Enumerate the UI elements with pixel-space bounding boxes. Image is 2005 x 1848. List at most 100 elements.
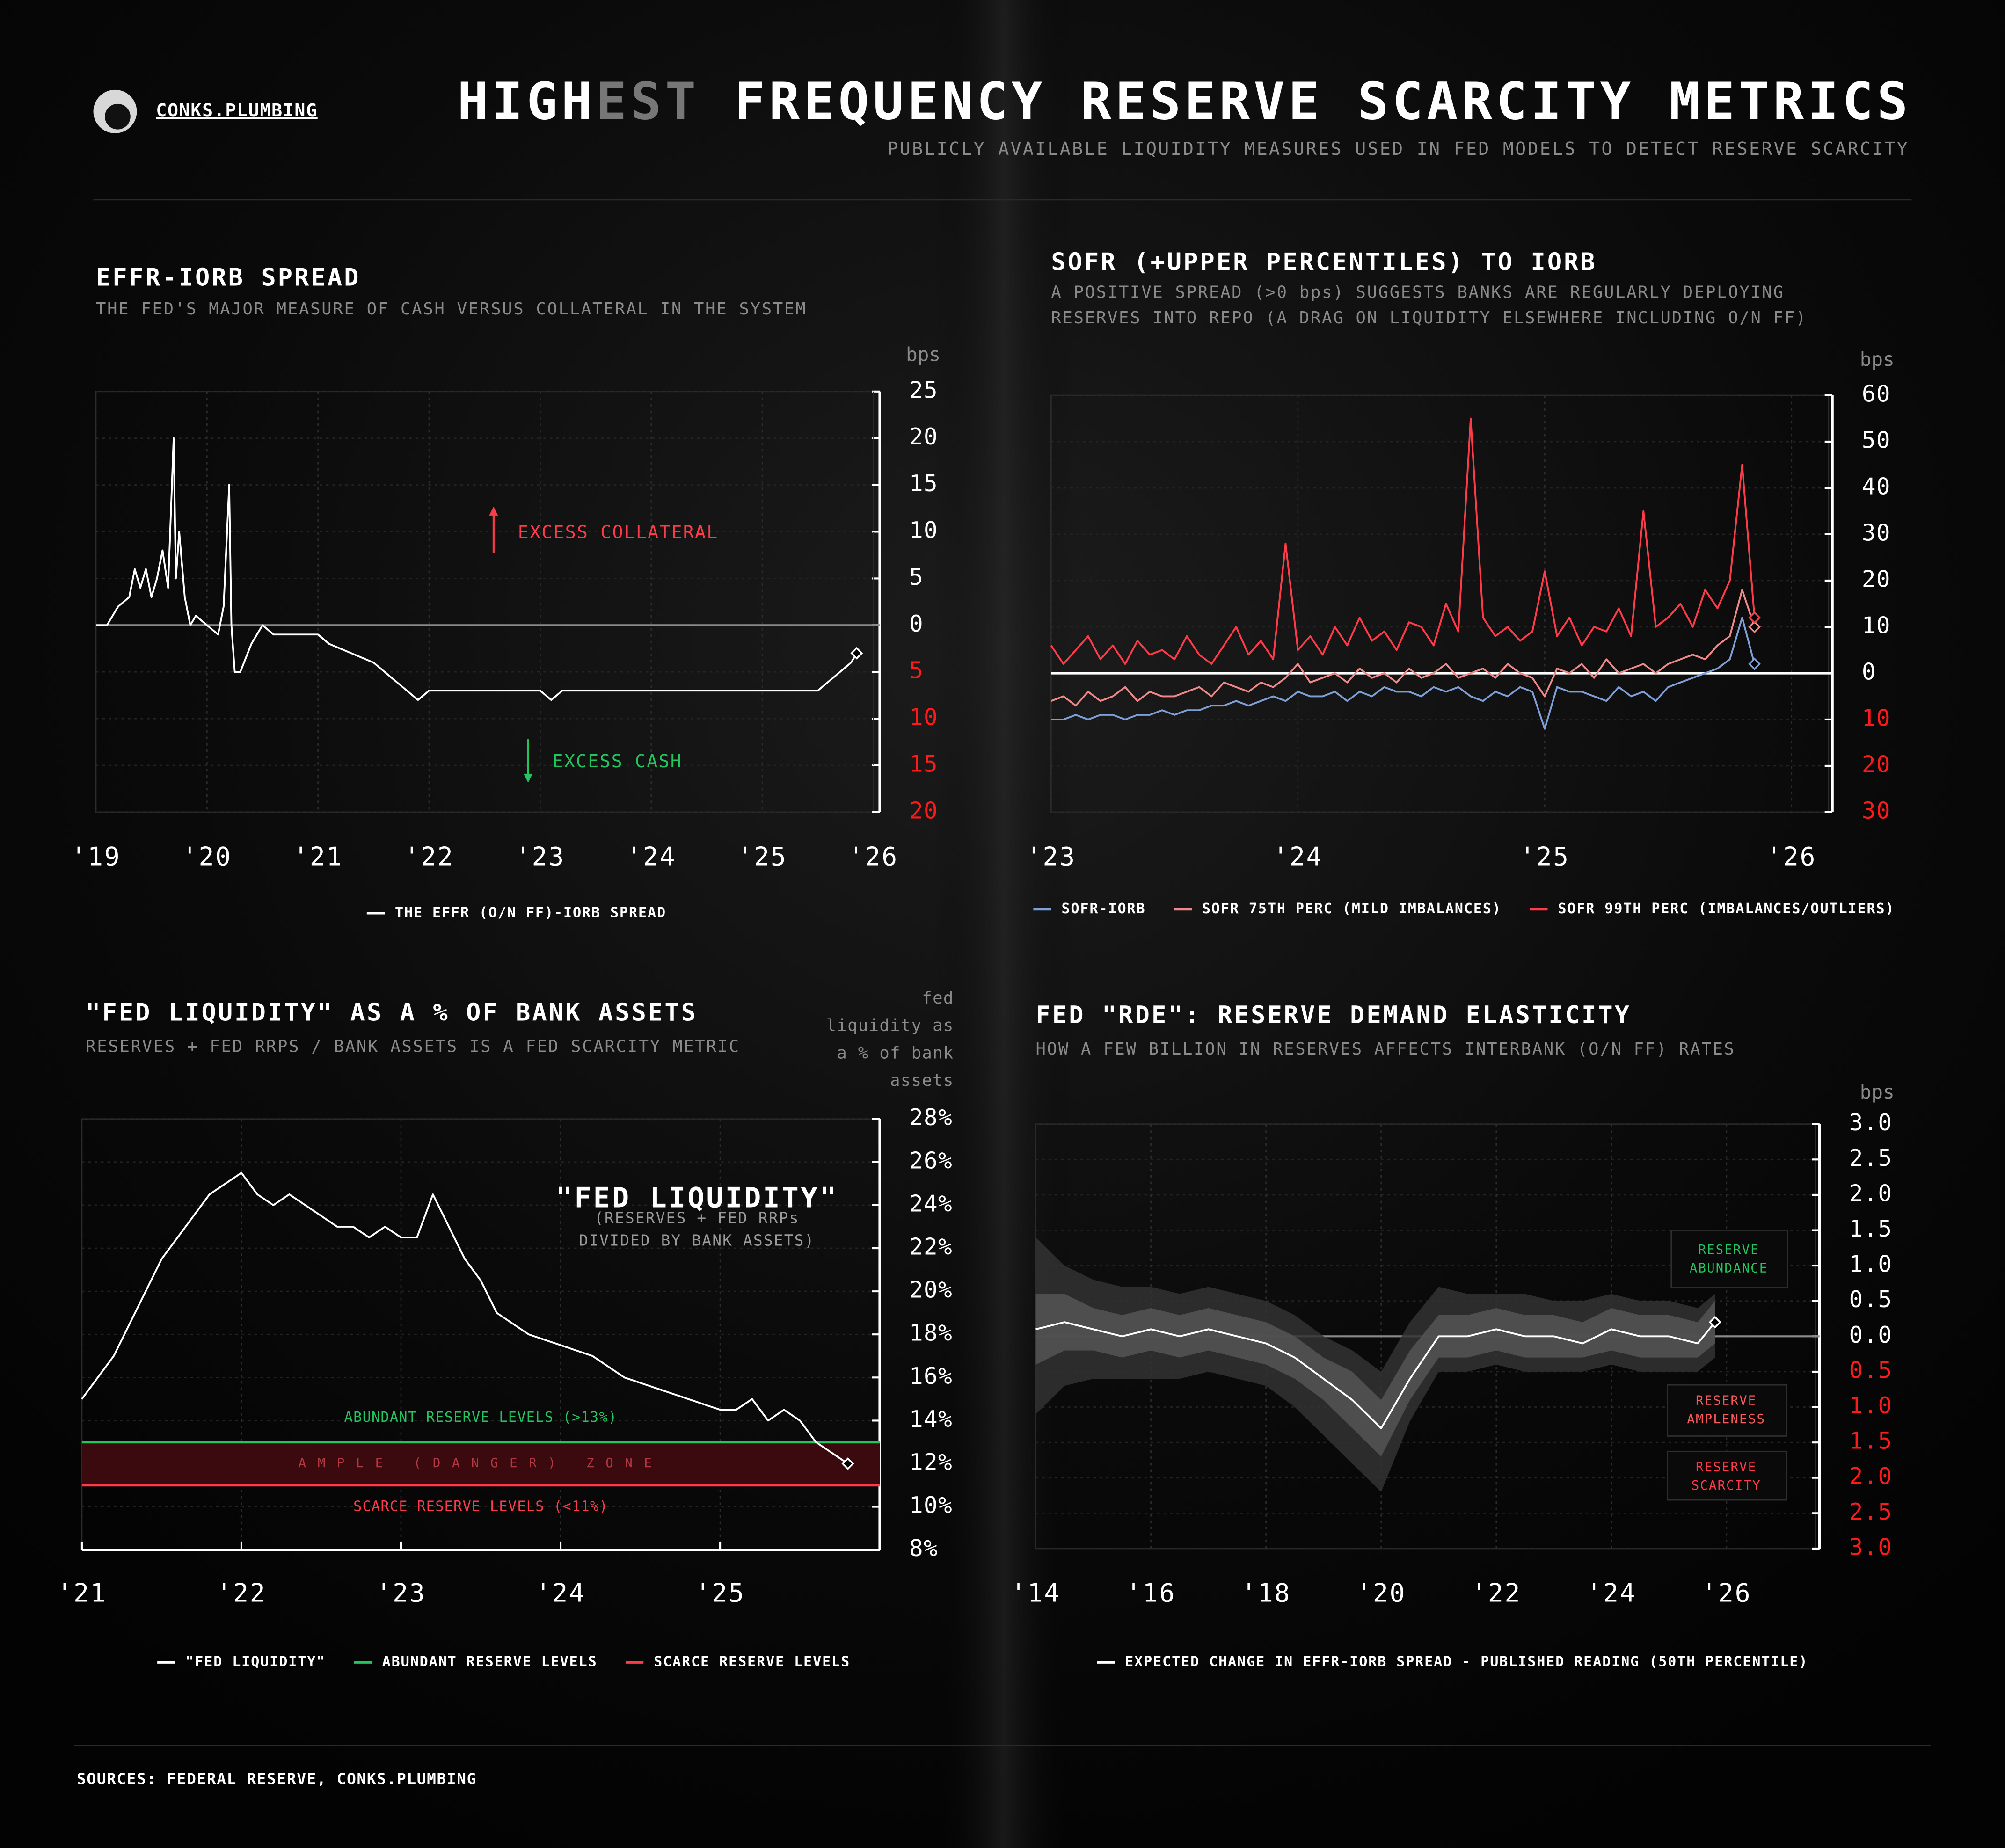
- end-marker: [1748, 657, 1761, 670]
- y-tick-label: 16%: [909, 1362, 953, 1390]
- annotation: DIVIDED BY BANK ASSETS): [579, 1231, 815, 1249]
- annotation: RESERVE: [1696, 1394, 1757, 1408]
- danger-zone: [81, 1442, 880, 1485]
- chart-subtitle: RESERVES INTO REPO (A DRAG ON LIQUIDITY …: [1051, 308, 1807, 327]
- y-axis-label: fed: [922, 989, 954, 1008]
- x-tick-label: '23: [376, 1578, 426, 1608]
- annotation: (RESERVES + FED RRPs: [594, 1209, 799, 1227]
- legend-label: "FED LIQUIDITY": [185, 1654, 326, 1670]
- annotation: "FED LIQUIDITY": [555, 1182, 838, 1215]
- end-marker: [1748, 611, 1761, 624]
- x-tick-label: '23: [1026, 841, 1076, 871]
- title-part: EST: [596, 72, 700, 131]
- y-tick-label: 2.0: [1849, 1179, 1893, 1207]
- x-tick-label: '20: [182, 841, 232, 871]
- plot-frame: [1050, 394, 1830, 813]
- y-tick-label: 2.5: [1849, 1498, 1893, 1525]
- y-tick-label: 60: [1862, 380, 1891, 407]
- y-tick-label: 5: [909, 657, 924, 684]
- y-tick-label: 3.0: [1849, 1533, 1893, 1560]
- annotation-box: [1670, 1230, 1788, 1288]
- y-tick-label: 1.5: [1849, 1427, 1893, 1455]
- y-tick-label: 8%: [909, 1535, 938, 1562]
- annotation: SCARCITY: [1691, 1478, 1761, 1493]
- y-tick-label: 24%: [909, 1190, 953, 1217]
- y-tick-label: 30: [1862, 519, 1891, 546]
- x-tick-label: '26: [848, 841, 898, 871]
- x-tick-label: '21: [293, 841, 343, 871]
- annotation: EXCESS COLLATERAL: [518, 522, 719, 543]
- x-tick-label: '14: [1011, 1578, 1061, 1608]
- annotation: RESERVE: [1696, 1460, 1757, 1475]
- legend-label: SOFR 75TH PERC (MILD IMBALANCES): [1202, 901, 1502, 917]
- annotation: AMPLENESS: [1687, 1412, 1765, 1426]
- y-tick-label: 0: [909, 610, 924, 637]
- x-tick-label: '20: [1356, 1578, 1406, 1608]
- reference-label: ABUNDANT RESERVE LEVELS (>13%): [344, 1409, 618, 1426]
- x-tick-label: '24: [1586, 1578, 1636, 1608]
- y-tick-label: 40: [1862, 473, 1891, 500]
- y-tick-label: 0.5: [1849, 1286, 1893, 1313]
- logo-face: [105, 103, 131, 130]
- legend-label: SCARCE RESERVE LEVELS: [654, 1654, 850, 1670]
- y-tick-label: 10: [909, 517, 938, 544]
- end-marker: [1708, 1316, 1721, 1329]
- chart-subtitle: THE FED'S MAJOR MEASURE OF CASH VERSUS C…: [96, 299, 807, 319]
- end-marker: [1748, 620, 1761, 633]
- title-part: FREQUENCY RESERVE SCARCITY METRICS: [700, 72, 1911, 131]
- legend-label: THE EFFR (O/N FF)-IORB SPREAD: [395, 904, 666, 921]
- y-tick-label: 10: [1862, 704, 1891, 731]
- y-tick-label: 0.5: [1849, 1356, 1893, 1383]
- y-tick-label: 2.0: [1849, 1462, 1893, 1490]
- y-tick-label: 26%: [909, 1147, 953, 1174]
- legend-label: ABUNDANT RESERVE LEVELS: [382, 1654, 598, 1670]
- chart-subtitle: HOW A FEW BILLION IN RESERVES AFFECTS IN…: [1036, 1040, 1735, 1059]
- x-tick-label: '26: [1701, 1578, 1751, 1608]
- x-tick-label: '22: [404, 841, 454, 871]
- y-tick-label: 0: [1862, 658, 1876, 685]
- x-tick-label: '19: [71, 841, 121, 871]
- x-tick-label: '24: [536, 1578, 586, 1608]
- y-tick-label: 5: [909, 563, 924, 590]
- y-tick-label: 1.0: [1849, 1251, 1893, 1278]
- x-tick-label: '23: [515, 841, 565, 871]
- y-tick-label: 1.5: [1849, 1215, 1893, 1242]
- chart: EFFR-IORB SPREAD THE FED'S MAJOR MEASURE …: [71, 263, 941, 921]
- chart: FED "RDE": RESERVE DEMAND ELASTICITY HOW …: [1011, 1001, 1895, 1670]
- y-tick-label: 1.0: [1849, 1392, 1893, 1419]
- y-tick-label: 15: [909, 470, 938, 497]
- y-tick-label: 2.5: [1849, 1144, 1893, 1171]
- series-line: [1035, 1321, 1716, 1429]
- series-line: [1051, 617, 1756, 730]
- x-tick-label: '25: [1520, 841, 1570, 871]
- y-tick-label: 25: [909, 376, 938, 403]
- zone-label: AMPLE (DANGER) ZONE: [299, 1456, 663, 1470]
- y-tick-label: 50: [1862, 426, 1891, 453]
- annotation-box: [1667, 1450, 1787, 1501]
- y-axis-label: bps: [1860, 1081, 1895, 1103]
- chart-subtitle: RESERVES + FED RRPS / BANK ASSETS IS A F…: [86, 1037, 740, 1056]
- x-tick-label: '26: [1766, 841, 1816, 871]
- y-axis-label: assets: [890, 1071, 954, 1090]
- y-tick-label: 12%: [909, 1448, 953, 1476]
- sources: SOURCES: FEDERAL RESERVE, CONKS.PLUMBING: [77, 1770, 477, 1788]
- y-tick-label: 20: [1862, 565, 1891, 592]
- chart-title: FED "RDE": RESERVE DEMAND ELASTICITY: [1036, 1001, 1632, 1029]
- y-tick-label: 20: [909, 423, 938, 450]
- brand: CONKS.PLUMBING: [156, 100, 317, 121]
- legend-label: SOFR 99TH PERC (IMBALANCES/OUTLIERS): [1558, 901, 1895, 917]
- y-tick-label: 22%: [909, 1233, 953, 1260]
- band: [1035, 1237, 1715, 1492]
- background-texture: [933, 0, 1074, 1848]
- y-tick-label: 30: [1862, 797, 1891, 824]
- chart-title: SOFR (+UPPER PERCENTILES) TO IORB: [1051, 248, 1597, 276]
- y-tick-label: 14%: [909, 1405, 953, 1433]
- annotation-arrowhead: [489, 506, 498, 516]
- y-axis-label: a % of bank: [837, 1043, 954, 1062]
- y-tick-label: 20%: [909, 1276, 953, 1303]
- series-line: [1050, 417, 1756, 665]
- x-tick-label: '24: [626, 841, 676, 871]
- y-tick-label: 10: [1862, 611, 1891, 639]
- title-part: HIGH: [457, 72, 596, 131]
